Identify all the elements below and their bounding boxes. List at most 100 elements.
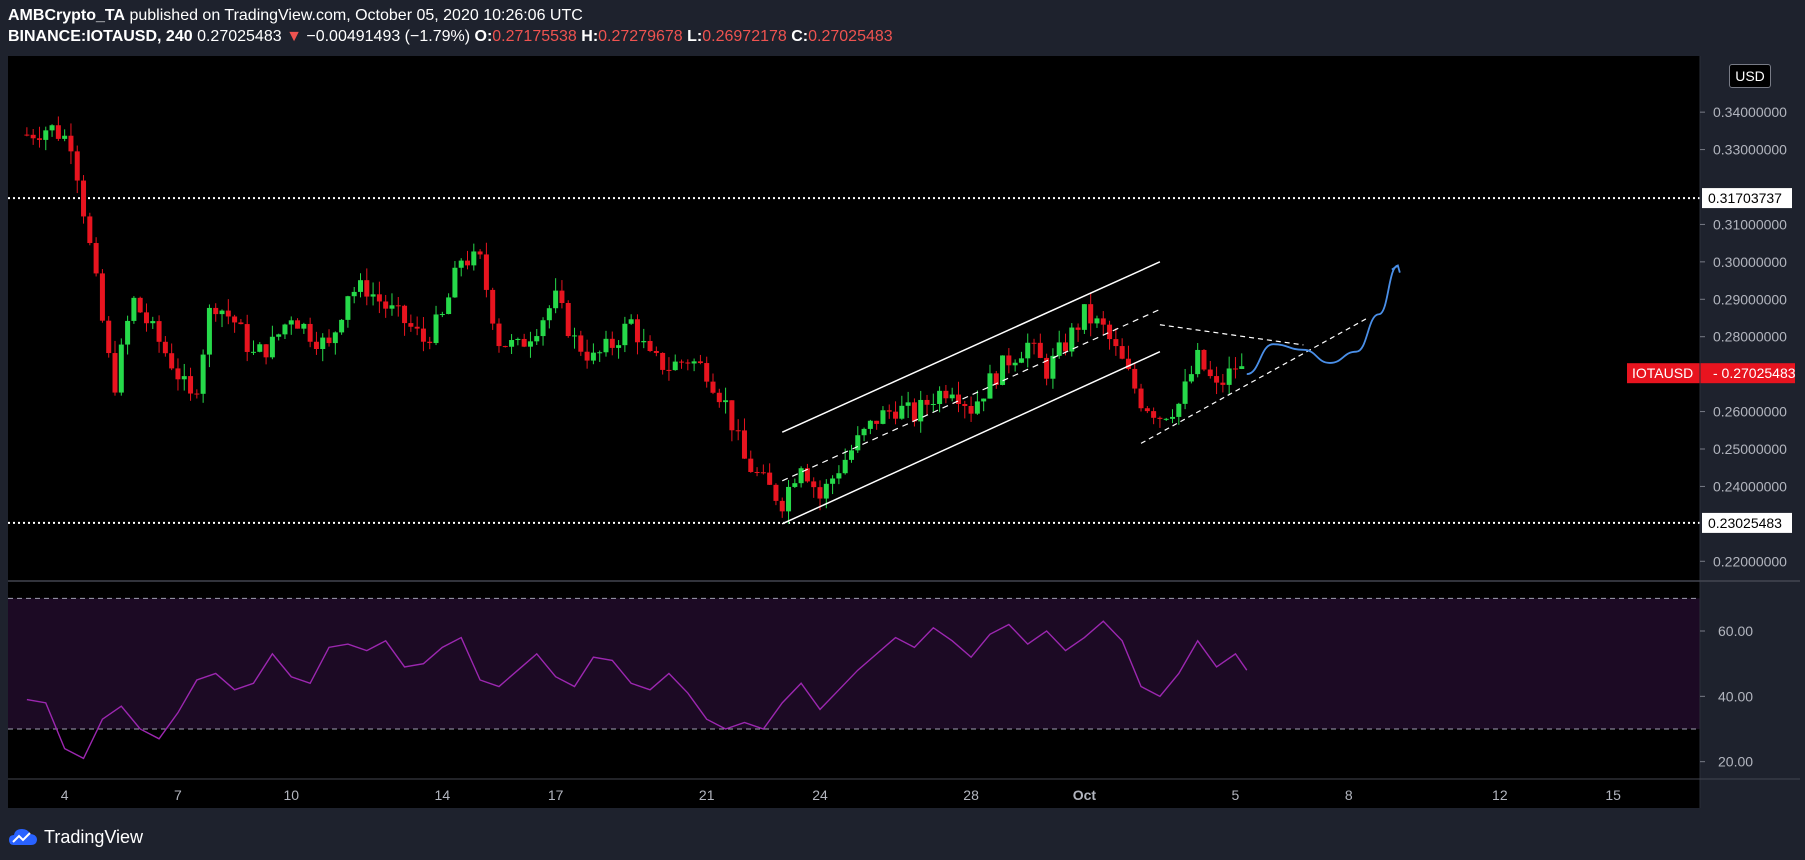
candle-body	[55, 125, 61, 139]
candle-body	[232, 316, 238, 323]
candle-body	[24, 134, 30, 136]
candle-body	[106, 320, 112, 354]
candle-body	[326, 337, 332, 344]
candle-body	[383, 301, 389, 309]
projection-path[interactable]	[1246, 264, 1399, 376]
candle-body	[622, 323, 628, 346]
candle-body	[295, 320, 301, 329]
candle-body	[1220, 382, 1226, 385]
price-tick-label: 0.26000000	[1713, 404, 1787, 420]
candle-body	[339, 319, 345, 333]
candle-body	[49, 125, 55, 131]
candle-body	[200, 354, 206, 394]
candle-body	[370, 294, 376, 297]
candle-body	[880, 410, 886, 424]
candle-body	[792, 483, 798, 487]
level-price-label: 0.23025483	[1708, 515, 1782, 531]
footer: TradingView	[8, 824, 143, 850]
candle-body	[773, 484, 779, 501]
candle-body	[250, 351, 256, 353]
candle-body	[1037, 342, 1043, 358]
candle-body	[685, 362, 691, 364]
rsi-line-layer	[26, 620, 1248, 760]
candle-body	[433, 314, 439, 344]
channel-mid-line[interactable]	[781, 308, 1161, 482]
candle-body	[194, 393, 200, 395]
candle-body	[68, 135, 74, 152]
candle-body	[937, 390, 943, 405]
candle-body	[137, 297, 143, 313]
triangle-bottom-line[interactable]	[1140, 317, 1368, 444]
price-tick-label: 0.28000000	[1713, 329, 1787, 345]
projection-arrowhead	[1391, 264, 1401, 273]
time-tick-label: 17	[548, 787, 564, 803]
candle-body	[779, 500, 785, 512]
candle-body	[647, 340, 653, 351]
last-price-symbol: IOTAUSD	[1632, 365, 1693, 381]
time-tick-label: 21	[699, 787, 715, 803]
candle-body	[238, 322, 244, 325]
rsi-line[interactable]	[26, 620, 1248, 760]
symbol-label[interactable]: BINANCE:IOTAUSD, 240	[8, 28, 193, 45]
candle-body	[710, 381, 716, 393]
last-price-tag	[1627, 363, 1795, 384]
candle-body	[509, 340, 515, 347]
candle-body	[118, 344, 124, 393]
candle-body	[955, 394, 961, 405]
tradingview-brand[interactable]: TradingView	[44, 826, 144, 847]
tradingview-cloud-icon[interactable]	[8, 827, 38, 847]
candle-body	[263, 344, 269, 358]
candle-body	[527, 341, 533, 347]
ohlc-legend: BINANCE:IOTAUSD, 240 0.27025483 ▼ −0.004…	[8, 27, 1798, 47]
candle-body	[553, 290, 559, 309]
candle-body	[924, 399, 930, 405]
candle-body	[131, 297, 137, 321]
candle-body	[1157, 417, 1163, 419]
time-tick-label: 24	[812, 787, 828, 803]
channel-upper-line[interactable]	[781, 261, 1161, 433]
candle-body	[609, 338, 615, 348]
time-tick-label: 7	[174, 787, 182, 803]
candle-body	[345, 296, 351, 320]
candle-body	[452, 267, 458, 298]
time-tick-label: Oct	[1073, 787, 1097, 803]
candle-body	[162, 341, 168, 354]
candles-layer	[24, 116, 1245, 524]
candle-body	[351, 291, 357, 297]
candle-body	[1100, 318, 1106, 325]
publish-line: AMBCrypto_TA published on TradingView.co…	[8, 6, 1798, 26]
candle-body	[672, 361, 678, 371]
price-tick-label: 0.24000000	[1713, 478, 1787, 494]
candle-body	[830, 478, 836, 484]
candle-body	[886, 410, 892, 412]
candle-body	[1151, 411, 1157, 418]
candle-body	[1000, 355, 1006, 385]
triangle-top-line[interactable]	[1159, 324, 1304, 346]
candle-body	[439, 314, 445, 316]
candle-body	[1075, 327, 1081, 330]
candle-body	[156, 321, 162, 342]
candle-body	[389, 305, 395, 309]
price-tick-label: 0.29000000	[1713, 291, 1787, 307]
candle-body	[477, 251, 483, 255]
currency-badge[interactable]: USD	[1729, 64, 1771, 88]
last-price-value-tag: - 0.27025483	[1713, 365, 1796, 381]
candle-body	[1088, 304, 1094, 324]
candle-body	[741, 430, 747, 459]
candle-body	[175, 368, 181, 380]
candle-body	[490, 289, 496, 324]
low-value: 0.26972178	[702, 28, 787, 45]
candle-body	[446, 297, 452, 315]
candle-body	[993, 373, 999, 385]
candle-body	[125, 320, 131, 345]
candle-body	[521, 338, 527, 347]
author-name[interactable]: AMBCrypto_TA	[8, 7, 126, 24]
high-label: H:	[581, 28, 599, 45]
candle-body	[320, 337, 326, 350]
candle-body	[1226, 368, 1232, 385]
candle-body	[81, 180, 87, 217]
channel-lower-line[interactable]	[781, 351, 1161, 525]
candle-body	[332, 332, 338, 344]
candle-body	[206, 307, 212, 355]
